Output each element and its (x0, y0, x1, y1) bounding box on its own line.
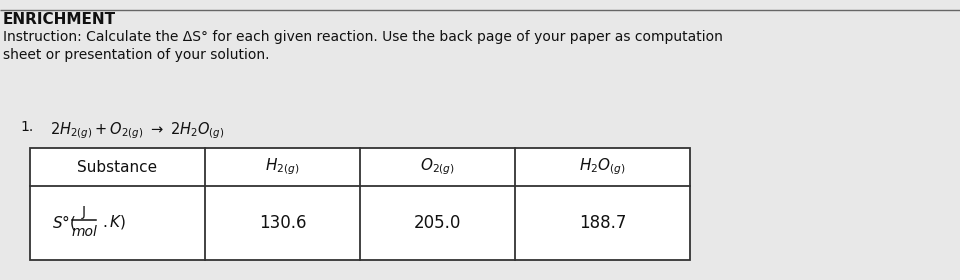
Text: Substance: Substance (78, 160, 157, 174)
Text: $2H_{2(g)} + O_{2(g)}\ \rightarrow\ 2H_2O_{(g)}$: $2H_{2(g)} + O_{2(g)}\ \rightarrow\ 2H_2… (50, 120, 225, 141)
Bar (30, 148, 690, 260)
Text: $.K)$: $.K)$ (102, 213, 127, 231)
Text: $O_{2(g)}$: $O_{2(g)}$ (420, 157, 455, 177)
Text: sheet or presentation of your solution.: sheet or presentation of your solution. (3, 48, 270, 62)
Text: mol: mol (71, 225, 97, 239)
Text: $S°($: $S°($ (52, 213, 76, 232)
Text: $H_{2(g)}$: $H_{2(g)}$ (265, 157, 300, 177)
Text: 205.0: 205.0 (414, 214, 461, 232)
Text: 1.: 1. (20, 120, 34, 134)
Text: 130.6: 130.6 (259, 214, 306, 232)
Text: Instruction: Calculate the ΔS° for each given reaction. Use the back page of you: Instruction: Calculate the ΔS° for each … (3, 30, 723, 44)
Text: $H_2O_{(g)}$: $H_2O_{(g)}$ (579, 157, 626, 177)
Text: J: J (82, 205, 86, 219)
Text: 188.7: 188.7 (579, 214, 626, 232)
Text: ENRICHMENT: ENRICHMENT (3, 12, 116, 27)
